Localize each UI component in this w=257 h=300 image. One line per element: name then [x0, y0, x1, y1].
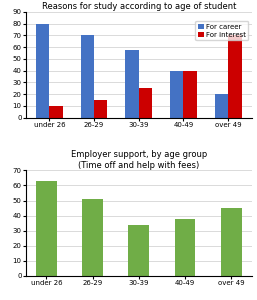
Bar [36, 181, 57, 276]
Bar [82, 199, 103, 276]
Bar [221, 208, 242, 276]
Bar [128, 225, 149, 276]
Bar [215, 94, 228, 118]
Bar [183, 71, 197, 118]
Bar [125, 50, 139, 118]
Title: Reasons for study according to age of student: Reasons for study according to age of st… [42, 2, 236, 11]
Bar [228, 35, 242, 118]
Bar [175, 219, 195, 276]
Bar [139, 88, 152, 118]
Legend: For career, For interest: For career, For interest [195, 21, 248, 40]
Title: Employer support, by age group
(Time off and help with fees): Employer support, by age group (Time off… [71, 150, 207, 170]
Bar [49, 106, 63, 118]
Bar [36, 24, 49, 118]
Bar [170, 71, 183, 118]
Bar [81, 35, 94, 118]
Bar [94, 100, 107, 118]
